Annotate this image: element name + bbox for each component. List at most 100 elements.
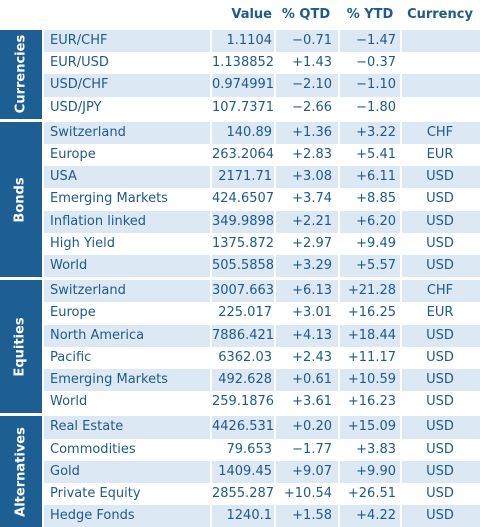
- value: 107.7371: [212, 99, 275, 115]
- qtd: +0.20: [292, 419, 332, 435]
- row-background: [44, 166, 480, 189]
- value: 6362.03: [218, 349, 272, 365]
- row-name: Real Estate: [50, 419, 124, 435]
- column-separator: [274, 121, 276, 278]
- row-name: Hedge Fonds: [50, 508, 135, 524]
- value: 492.628: [218, 372, 272, 387]
- value: 4426.531: [212, 419, 275, 435]
- qtd: +2.97: [292, 235, 332, 251]
- row-name: EUR/USD: [50, 55, 109, 71]
- qtd: +2.83: [292, 147, 332, 162]
- currency: CHF: [426, 124, 454, 140]
- ytd: −1.47: [356, 33, 396, 48]
- row-background: [44, 30, 480, 53]
- value: 505.5858: [212, 258, 275, 273]
- row-name: Europe: [50, 147, 96, 162]
- row-background: [44, 324, 480, 347]
- qtd: +3.08: [292, 169, 332, 185]
- column-separator: [400, 30, 402, 119]
- group-label: Bonds: [13, 176, 29, 223]
- column-separator: [338, 280, 340, 414]
- row-background: [44, 210, 480, 233]
- value: 0.974991: [212, 77, 275, 93]
- row-name: Emerging Markets: [50, 372, 168, 387]
- ytd: −1.10: [356, 77, 396, 93]
- column-separator: [210, 121, 212, 278]
- currency: USD: [426, 508, 454, 524]
- ytd: +4.22: [356, 508, 396, 524]
- header-ytd: % YTD: [346, 7, 394, 22]
- qtd: +4.13: [292, 327, 332, 343]
- group-label: Alternatives: [13, 427, 28, 517]
- qtd: +1.58: [292, 508, 332, 524]
- ytd: +21.28: [347, 283, 396, 299]
- ytd: +3.83: [356, 441, 396, 457]
- row-name: World: [50, 394, 88, 410]
- ytd: +9.49: [356, 235, 396, 251]
- ytd: +16.25: [347, 305, 396, 321]
- ytd: +5.57: [356, 258, 396, 273]
- row-name: Switzerland: [50, 124, 126, 140]
- row-name: Europe: [50, 305, 96, 321]
- row-name: USD/JPY: [50, 99, 102, 115]
- ytd: +16.23: [347, 394, 396, 410]
- ytd: +18.44: [347, 327, 396, 343]
- value: 424.6507: [212, 191, 275, 207]
- currency: USD: [426, 372, 454, 387]
- value: 2171.71: [218, 169, 272, 185]
- row-name: Pacific: [50, 349, 92, 365]
- row-name: Commodities: [50, 441, 136, 457]
- value: 1409.45: [218, 463, 272, 479]
- value: 263.2064: [212, 147, 275, 162]
- row-background: [44, 416, 480, 439]
- ytd: +11.17: [347, 349, 396, 365]
- currency: USD: [426, 349, 454, 365]
- column-separator: [338, 416, 340, 527]
- group-band: [0, 280, 42, 414]
- row-name: High Yield: [50, 235, 115, 251]
- ytd: +9.90: [356, 463, 396, 479]
- currency: CHF: [426, 283, 454, 299]
- qtd: +3.01: [292, 305, 332, 321]
- qtd: −0.71: [292, 33, 332, 48]
- row-background: [44, 280, 480, 303]
- group-label: Currencies: [13, 35, 29, 114]
- currency: USD: [426, 169, 454, 185]
- row-background: [44, 460, 480, 483]
- currency: EUR: [426, 147, 454, 162]
- currency: USD: [426, 441, 454, 457]
- currency: USD: [426, 191, 454, 207]
- ytd: +3.22: [356, 124, 396, 140]
- column-separator: [400, 280, 402, 414]
- qtd: +0.61: [292, 372, 332, 387]
- column-separator: [274, 416, 276, 527]
- qtd: +2.43: [292, 349, 332, 365]
- row-background: [44, 369, 480, 392]
- qtd: −2.66: [292, 99, 332, 115]
- row-name: Emerging Markets: [50, 191, 168, 207]
- currency: USD: [426, 486, 454, 501]
- currency: USD: [426, 463, 454, 479]
- group-band: [0, 416, 42, 527]
- value: 1.1104: [226, 33, 273, 48]
- column-separator: [400, 416, 402, 527]
- value: 2855.287: [212, 486, 275, 501]
- row-name: USD/CHF: [50, 77, 109, 93]
- currency: USD: [426, 327, 454, 343]
- row-name: Switzerland: [50, 283, 126, 299]
- row-name: North America: [50, 327, 145, 343]
- qtd: +3.74: [292, 191, 332, 207]
- value: 259.1876: [212, 394, 275, 410]
- row-name: USA: [50, 169, 77, 185]
- column-separator: [338, 121, 340, 278]
- header-currency: Currency: [407, 7, 473, 22]
- ytd: +8.85: [356, 191, 396, 207]
- currency: USD: [426, 213, 454, 229]
- group-band: [0, 30, 42, 119]
- column-separator: [210, 30, 212, 119]
- column-separator: [274, 30, 276, 119]
- row-background: [44, 255, 480, 278]
- row-name: World: [50, 258, 88, 273]
- value: 3007.663: [212, 283, 275, 299]
